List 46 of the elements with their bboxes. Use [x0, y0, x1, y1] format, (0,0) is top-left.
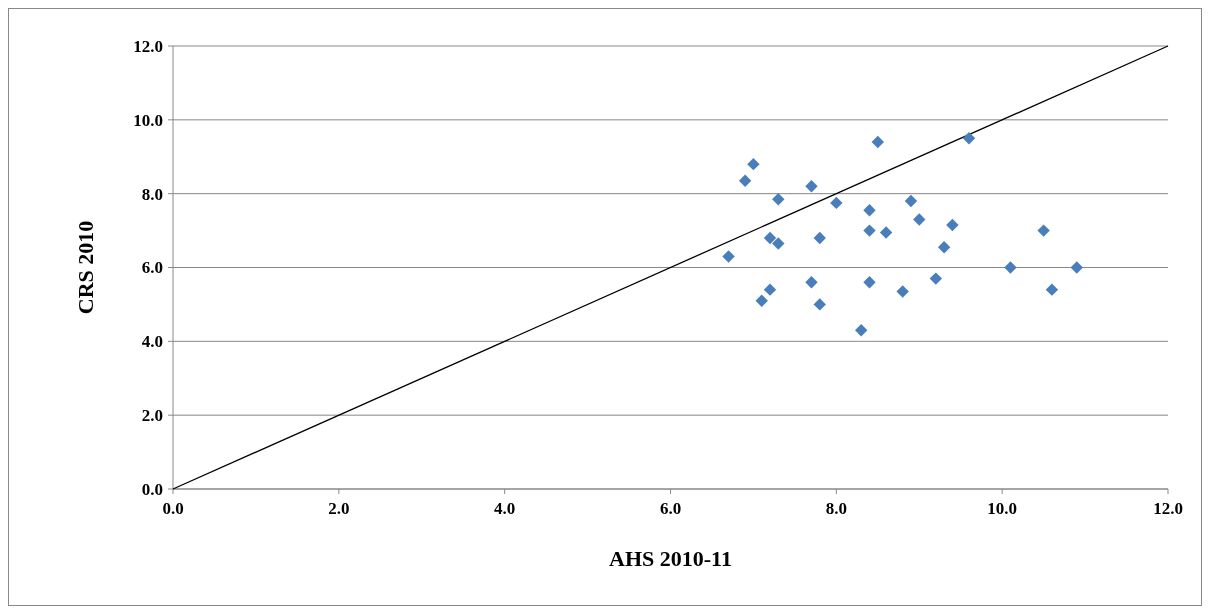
point [722, 250, 735, 263]
point [755, 294, 768, 307]
point [763, 283, 777, 296]
point [738, 174, 752, 187]
point [805, 180, 818, 193]
y-tick-label: 0.0 [141, 479, 163, 499]
point [937, 241, 951, 254]
point [1045, 283, 1059, 296]
point [929, 272, 943, 285]
y-axis-title: CRS 2010 [73, 220, 98, 315]
point [1070, 261, 1083, 274]
x-tick-label: 10.0 [987, 499, 1018, 518]
x-tick-label: 12.0 [1153, 499, 1183, 518]
point [1004, 261, 1017, 274]
x-tick-label: 0.0 [162, 499, 184, 518]
y-tick-label: 10.0 [133, 110, 163, 130]
point [1037, 224, 1050, 237]
y-tick-label: 4.0 [141, 332, 163, 352]
point [855, 324, 868, 337]
point [946, 218, 959, 232]
point [747, 157, 760, 171]
point [913, 213, 926, 226]
point [871, 135, 884, 149]
point [962, 132, 976, 145]
y-tick-label: 12.0 [133, 36, 163, 56]
point [830, 196, 843, 210]
x-axis-title: AHS 2010-11 [609, 546, 732, 571]
point [896, 285, 909, 298]
point [805, 276, 818, 289]
x-tick-label: 6.0 [659, 499, 682, 518]
point [763, 231, 777, 245]
point [813, 231, 826, 245]
point [813, 298, 826, 311]
point [772, 237, 785, 250]
x-tick-label: 8.0 [825, 499, 847, 518]
point [863, 224, 876, 237]
y-tick-label: 8.0 [141, 184, 163, 204]
point [904, 194, 918, 208]
point [863, 204, 876, 217]
point [863, 276, 876, 289]
point [879, 226, 893, 239]
y-tick-label: 2.0 [141, 406, 163, 426]
x-tick-label: 2.0 [328, 499, 350, 518]
y-tick-label: 6.0 [141, 258, 163, 278]
point [772, 193, 785, 206]
x-tick-label: 4.0 [494, 499, 516, 518]
